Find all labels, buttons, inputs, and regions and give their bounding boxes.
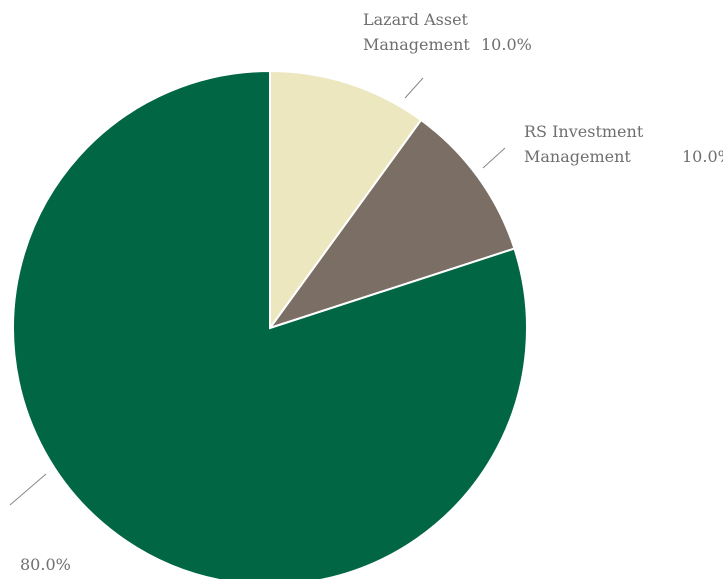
- slice-label: RS Investment Management 10.0%: [524, 119, 723, 169]
- pie-slice: [12, 69, 528, 579]
- leader-line: [404, 77, 424, 99]
- slice-label: Lazard Asset Management 10.0%: [363, 7, 532, 57]
- slice-name: l: [0, 527, 15, 552]
- pie-slice: [267, 118, 516, 330]
- leader-line: [9, 473, 47, 506]
- slice-value: 80.0%: [20, 555, 71, 574]
- slice-name: RS Investment Management: [524, 122, 644, 166]
- slice-value: 10.0%: [481, 35, 532, 54]
- leader-line: [482, 147, 506, 169]
- slice-name: Lazard Asset Management: [363, 10, 470, 54]
- slice-label: l 80.0%: [0, 527, 71, 577]
- pie-slice: [269, 69, 423, 332]
- slice-value: 10.0%: [682, 147, 723, 166]
